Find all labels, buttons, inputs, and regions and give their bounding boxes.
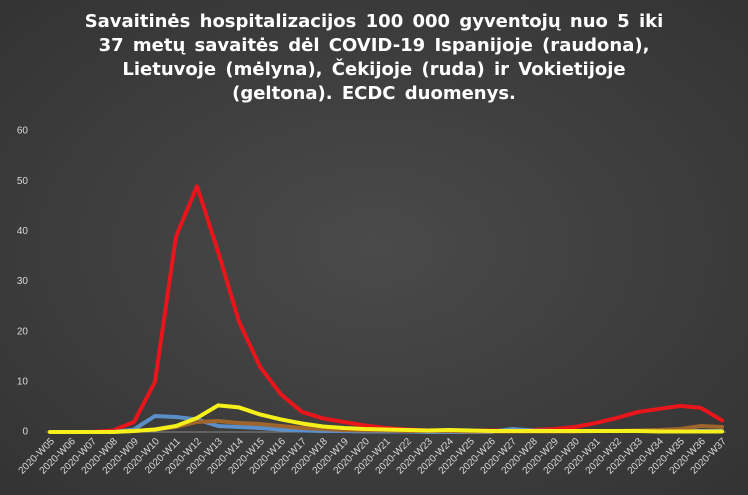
y-tick-label: 30 (17, 276, 29, 287)
series-line (48, 403, 724, 434)
y-tick-label: 20 (17, 326, 29, 337)
y-tick-label: 50 (17, 176, 29, 187)
y-tick-label: 0 (22, 427, 28, 438)
chart-title: Savaitinės hospitalizacijos 100 000 gyve… (84, 11, 664, 104)
y-tick-label: 10 (17, 376, 29, 387)
series-line (48, 184, 724, 434)
y-tick-label: 60 (17, 126, 29, 137)
y-tick-label: 40 (17, 226, 29, 237)
